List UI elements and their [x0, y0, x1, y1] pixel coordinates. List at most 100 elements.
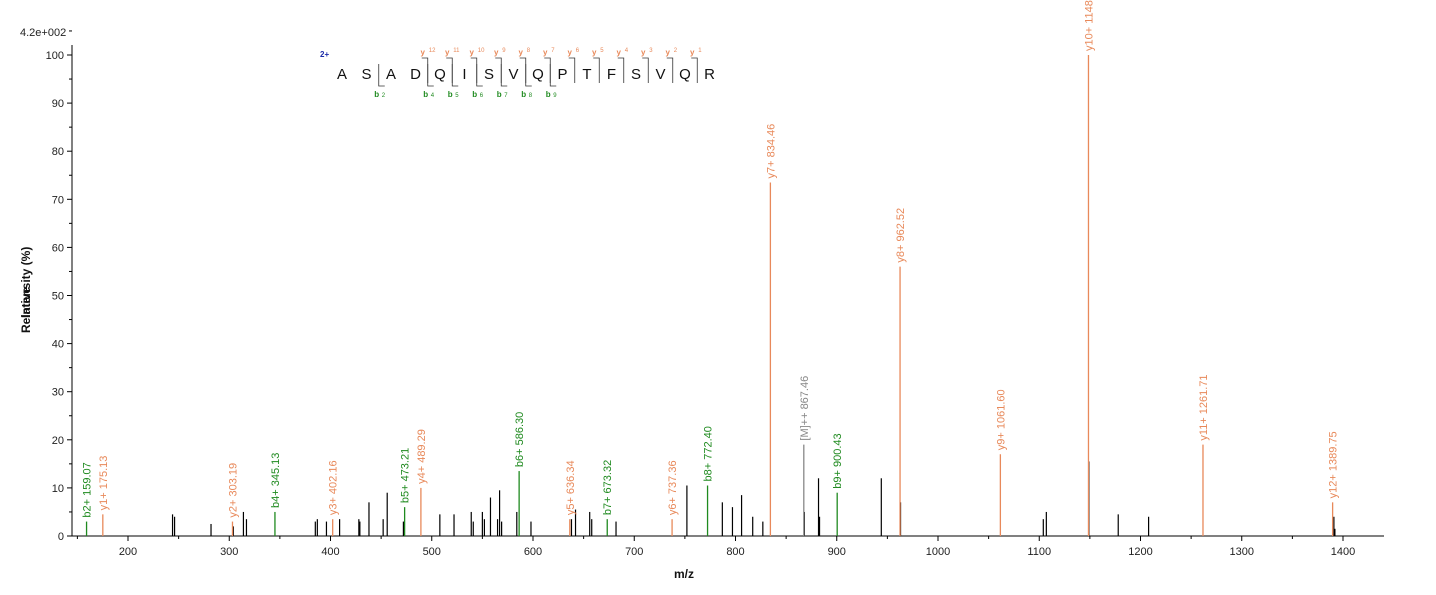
b-ion-label: b	[546, 90, 551, 99]
y-ion-label: y	[666, 48, 671, 57]
peak-labels: b2+ 159.07 y1+ 175.13 y2+ 303.19 b4+ 345.13…	[82, 0, 1340, 518]
y-tick-label: 0	[58, 531, 64, 543]
y-tick-label: 10	[52, 483, 64, 495]
peak-label: y11+ 1261.71	[1198, 374, 1210, 440]
b-ion-bracket	[525, 64, 532, 87]
y-ion-bracket	[421, 57, 429, 83]
y-ion-bracket	[691, 57, 698, 83]
b-ion-bracket	[549, 64, 557, 87]
peak-label: y8+ 962.52	[895, 208, 907, 263]
b-ion-number: 4	[431, 93, 435, 99]
axes: 0 10 20 30 40 50 60 70 80 90 100 200 300 400 500 600 700…	[46, 30, 1384, 558]
y-ion-bracket	[544, 57, 551, 83]
y-ion-number: 7	[551, 48, 555, 54]
x-tick-label: 600	[524, 546, 542, 558]
b-ion-number: 5	[455, 93, 459, 99]
y-ion-number: 1	[698, 48, 702, 54]
y-ion-label: y	[494, 48, 499, 57]
y-axis-title-word1: Relative	[19, 287, 33, 333]
y-ion-bracket	[666, 57, 674, 83]
y-ion-bracket	[470, 57, 478, 83]
y-ion-bracket	[519, 57, 527, 83]
peak-label: b8+ 772.40	[703, 426, 715, 481]
b-ion-bracket	[378, 64, 385, 87]
y-ion-label: y	[592, 48, 597, 57]
y-ion-number: 10	[478, 48, 485, 54]
y-ion-bracket	[642, 57, 649, 83]
x-tick-label: 1200	[1128, 546, 1152, 558]
residue: P	[557, 66, 567, 83]
y-tick-label: 90	[52, 98, 64, 110]
b-ion-label: b	[497, 90, 502, 99]
b-ion-number: 8	[529, 93, 533, 99]
residue: F	[607, 66, 616, 83]
x-tick-label: 200	[119, 546, 137, 558]
peak-label: y12+ 1389.75	[1328, 431, 1340, 498]
peak-label: b2+ 159.07	[82, 462, 94, 517]
peak-label: y4+ 489.29	[416, 429, 428, 484]
x-axis-title: m/z	[674, 567, 694, 581]
x-tick-label: 1000	[926, 546, 950, 558]
y-axis-title: Relative Intensity (%)	[19, 247, 33, 333]
y-ion-label: y	[519, 48, 524, 57]
y-ion-bracket	[593, 57, 600, 83]
y-ion-bracket	[495, 57, 502, 83]
y-ion-label: y	[421, 48, 426, 57]
peak-label: b6+ 586.30	[514, 412, 526, 467]
y-axis-title-word2: Intensity (%)	[19, 247, 33, 318]
y-tick-label: 60	[52, 242, 64, 254]
residue: S	[361, 66, 371, 83]
peak-label: y7+ 834.46	[765, 124, 777, 179]
residue: V	[508, 66, 518, 83]
y-ion-number: 5	[600, 48, 604, 54]
residue: S	[631, 66, 641, 83]
y-ion-bracket	[568, 57, 576, 83]
peaks	[85, 55, 1336, 536]
y-ion-bracket	[617, 57, 625, 83]
b-ion-label: b	[521, 90, 526, 99]
b-ion-label: b	[423, 90, 428, 99]
y-ion-number: 11	[453, 48, 460, 54]
residue: S	[484, 66, 494, 83]
y-tick-label: 70	[52, 194, 64, 206]
charge-state: 2+	[320, 50, 329, 59]
b-ion-bracket	[500, 64, 508, 87]
residue: R	[704, 66, 715, 83]
residue: A	[337, 66, 347, 83]
residue: Q	[434, 66, 446, 83]
peak-label: y5+ 636.34	[565, 460, 577, 515]
x-tick-label: 500	[423, 546, 441, 558]
b-ion-bracket	[476, 64, 483, 87]
x-tick-label: 900	[828, 546, 846, 558]
b-ion-label: b	[374, 90, 379, 99]
y-ion-number: 8	[527, 48, 531, 54]
peak-label: y2+ 303.19	[227, 463, 239, 518]
y-tick-label: 50	[52, 291, 64, 303]
b-ion-number: 7	[504, 93, 508, 99]
y-ion-label: y	[690, 48, 695, 57]
y-tick-label: 20	[52, 435, 64, 447]
residue: A	[386, 66, 396, 83]
x-tick-label: 700	[625, 546, 643, 558]
y-ion-label: y	[568, 48, 573, 57]
y-ion-number: 9	[502, 48, 506, 54]
y-ion-label: y	[470, 48, 475, 57]
y-ion-bracket	[446, 57, 453, 83]
x-tick-label: 400	[321, 546, 339, 558]
y-ion-label: y	[445, 48, 450, 57]
y-tick-label: 40	[52, 339, 64, 351]
x-tick-label: 800	[726, 546, 744, 558]
peak-label: b5+ 473.21	[400, 448, 412, 503]
y-ion-number: 12	[429, 48, 436, 54]
b-ion-number: 9	[553, 93, 557, 99]
residue: I	[462, 66, 466, 83]
peak-label: [M]++ 867.46	[799, 376, 811, 441]
y-tick-label: 100	[46, 50, 64, 62]
x-tick-label: 300	[220, 546, 238, 558]
y-tick-label: 30	[52, 387, 64, 399]
x-tick-label: 1100	[1027, 546, 1051, 558]
peptide-sequence-annotation: 2+A S A D Q I S V Q P T F S V Q Ry 12 y 11 y 10 y 9 y 8 y 7 y 6 y 5 y 4 y…	[320, 48, 715, 99]
peak-label: y9+ 1061.60	[995, 389, 1007, 450]
y-ion-label: y	[543, 48, 548, 57]
